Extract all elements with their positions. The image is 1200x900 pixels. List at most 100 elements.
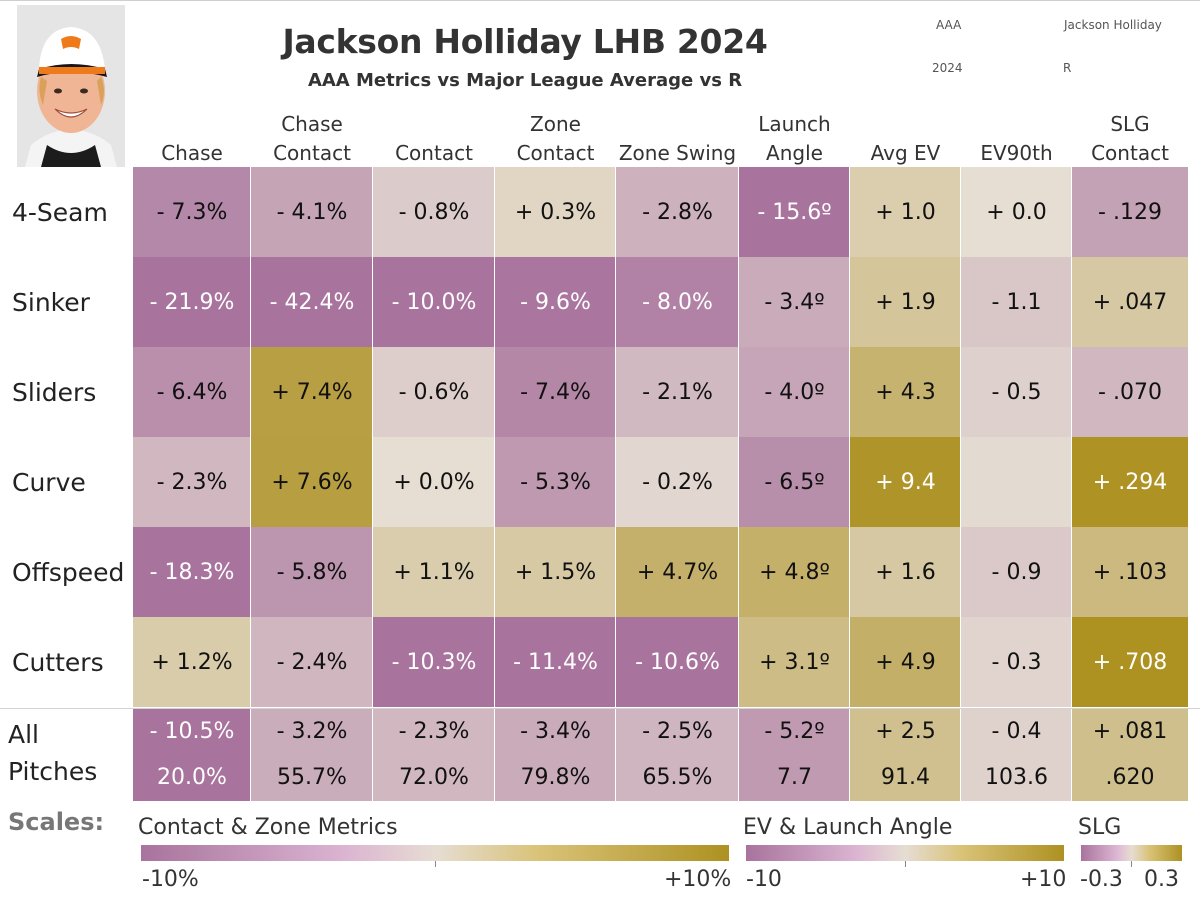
heatmap-cell: + 1.5% <box>495 527 616 617</box>
legend-slg-midtick <box>1131 861 1132 867</box>
heatmap-cell: + 1.0 <box>850 167 961 257</box>
heatmap-cell: - .070 <box>1072 347 1188 437</box>
heatmap-cell: + 0.3% <box>495 167 616 257</box>
top-divider <box>0 0 1200 1</box>
heatmap-cell: - 18.3% <box>133 527 251 617</box>
all-pitches-diff: - 0.4 <box>991 719 1042 744</box>
column-header-line1: Launch <box>758 112 831 136</box>
heatmap-cell: + 1.2% <box>133 617 251 707</box>
heatmap-cell: - 5.3% <box>495 437 616 527</box>
meta-level: AAA <box>936 18 962 32</box>
column-header-line2: Zone Swing <box>618 141 737 165</box>
heatmap-cell: - 0.2% <box>616 437 739 527</box>
heatmap-cell: - 0.6% <box>373 347 495 437</box>
row-label: Offspeed <box>12 558 125 587</box>
row-label: 4-Seam <box>12 198 108 227</box>
heatmap-cell: + 3.1º <box>739 617 850 707</box>
heatmap-cell: + 7.4% <box>251 347 373 437</box>
legend-ev-max: +10 <box>1020 867 1067 892</box>
heatmap-cell: + 0.0 <box>961 167 1072 257</box>
heatmap-cell: - 11.4% <box>495 617 616 707</box>
heatmap-cell: + .103 <box>1072 527 1188 617</box>
chart-title: Jackson Holliday LHB 2024 <box>282 22 768 61</box>
all-pitches-total: .620 <box>1105 765 1155 790</box>
heatmap-cell: - 0.5 <box>961 347 1072 437</box>
all-pitches-diff: - 2.3% <box>398 719 470 744</box>
column-separator <box>738 167 739 801</box>
all-pitches-total: 7.7 <box>777 765 812 790</box>
column-separator <box>372 167 373 801</box>
meta-year: 2024 <box>932 61 963 75</box>
column-header-line2: Contact <box>516 141 595 165</box>
heatmap-cell: - 2.3% <box>133 437 251 527</box>
all-pitches-cell: - 3.4% 79.8% <box>495 709 616 801</box>
heatmap-cell: - 10.3% <box>373 617 495 707</box>
legend-slg-min: -0.3 <box>1080 867 1123 892</box>
heatmap-cell: - 1.1 <box>961 257 1072 347</box>
heatmap-cell: - 7.4% <box>495 347 616 437</box>
column-header: Zone Swing <box>616 112 739 168</box>
heatmap-cell: + 4.7% <box>616 527 739 617</box>
column-separator <box>250 167 251 801</box>
column-header: Chase <box>133 112 251 168</box>
column-header: Contact <box>373 112 495 168</box>
heatmap-cell: - 0.9 <box>961 527 1072 617</box>
heatmap-cell: + 1.9 <box>850 257 961 347</box>
heatmap-cell: + 1.6 <box>850 527 961 617</box>
all-pitches-total: 20.0% <box>157 765 227 790</box>
heatmap-cell: - 15.6º <box>739 167 850 257</box>
heatmap-cell: + 7.6% <box>251 437 373 527</box>
heatmap-cell: + 9.4 <box>850 437 961 527</box>
scales-label: Scales: <box>8 808 105 836</box>
player-headshot-image <box>17 5 125 167</box>
column-header: Chase Contact <box>251 112 373 168</box>
all-pitches-diff: - 10.5% <box>149 719 235 744</box>
heatmap-cell: - 0.8% <box>373 167 495 257</box>
heatmap-cell: - 10.0% <box>373 257 495 347</box>
heatmap-cell: - 2.4% <box>251 617 373 707</box>
column-header: SLG Contact <box>1072 112 1188 168</box>
column-separator <box>849 167 850 801</box>
column-header-line2: Contact <box>395 141 473 165</box>
column-header: Zone Contact <box>495 112 616 168</box>
column-header: EV90th <box>961 112 1072 168</box>
all-pitches-cell: - 3.2% 55.7% <box>251 709 373 801</box>
all-pitches-total: 91.4 <box>881 765 930 790</box>
heatmap-cell: + 4.9 <box>850 617 961 707</box>
row-label: Curve <box>12 468 86 497</box>
all-pitches-total: 103.6 <box>985 765 1048 790</box>
legend-slg-bar <box>1081 845 1182 861</box>
heatmap-cell: - 8.0% <box>616 257 739 347</box>
heatmap-cell: - 5.8% <box>251 527 373 617</box>
legend-ev-midtick <box>905 861 906 867</box>
all-pitches-cell: - 0.4 103.6 <box>961 709 1072 801</box>
all-pitches-cell: - 2.3% 72.0% <box>373 709 495 801</box>
all-pitches-divider <box>0 708 1200 709</box>
row-label: Cutters <box>12 648 104 677</box>
all-pitches-diff: + 2.5 <box>875 719 936 744</box>
heatmap-cell: - 4.1% <box>251 167 373 257</box>
heatmap-cell: - .129 <box>1072 167 1188 257</box>
meta-player: Jackson Holliday <box>1064 18 1162 32</box>
all-pitches-total: 55.7% <box>277 765 347 790</box>
heatmap-cell: + 0.0% <box>373 437 495 527</box>
all-pitches-total: 65.5% <box>642 765 713 790</box>
heatmap-cell: - 2.8% <box>616 167 739 257</box>
heatmap-cell: - 9.6% <box>495 257 616 347</box>
heatmap-cell: - 0.3 <box>961 617 1072 707</box>
column-separator <box>960 167 961 801</box>
legend-contact-midtick <box>435 861 436 867</box>
legend-ev-title: EV & Launch Angle <box>743 815 953 840</box>
column-header: Avg EV <box>850 112 961 168</box>
legend-ev-bar <box>746 845 1064 861</box>
heatmap-cell: - 6.4% <box>133 347 251 437</box>
column-header-line2: EV90th <box>980 141 1053 165</box>
all-pitches-diff: - 5.2º <box>764 719 825 744</box>
heatmap-cell: + .047 <box>1072 257 1188 347</box>
heatmap-cell: - 21.9% <box>133 257 251 347</box>
all-pitches-diff: - 3.4% <box>520 719 591 744</box>
heatmap-cell: + 1.1% <box>373 527 495 617</box>
legend-ev-min: -10 <box>746 867 782 892</box>
heatmap-cell: - 42.4% <box>251 257 373 347</box>
legend-contact-title: Contact & Zone Metrics <box>138 815 398 840</box>
